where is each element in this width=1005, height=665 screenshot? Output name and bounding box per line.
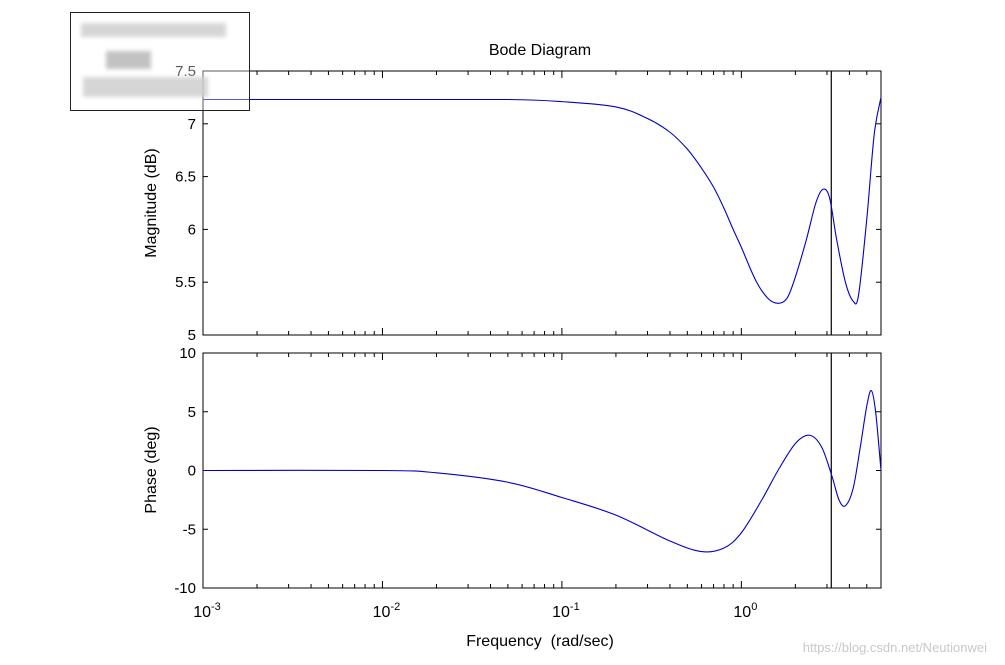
magnitude-series-line	[202, 97, 882, 305]
legend-blurred-content	[83, 77, 208, 97]
phase-panel: -10 -5 0 5 10	[174, 345, 882, 597]
phase-ytick-label: -10	[174, 580, 196, 597]
magnitude-ylabel: Magnitude (dB)	[143, 148, 160, 257]
watermark-text: https://blog.csdn.net/Neutionwei	[802, 640, 987, 655]
phase-ytick-label: 5	[188, 404, 196, 421]
x-tick-label: 100	[733, 601, 757, 621]
legend-blurred-content	[106, 51, 151, 69]
phase-ytick-label: 10	[179, 345, 196, 362]
x-tick-label: 10-2	[373, 601, 401, 621]
magnitude-ytick-label: 6.5	[175, 169, 196, 186]
x-axis-label: Frequency (rad/sec)	[466, 633, 614, 650]
legend-box	[70, 12, 250, 111]
phase-series-line	[202, 390, 882, 553]
phase-ytick-label: -5	[183, 521, 196, 538]
legend-blurred-content	[81, 23, 226, 37]
magnitude-axes-box	[202, 70, 882, 336]
magnitude-ytick-label: 6	[188, 221, 196, 238]
x-tick-labels: 10-3 10-2 10-1 100	[193, 601, 757, 621]
magnitude-ytick-label: 7	[188, 116, 196, 133]
magnitude-ytick-label: 5	[188, 327, 196, 344]
phase-ylabel: Phase (deg)	[143, 426, 160, 513]
magnitude-ytick-label: 5.5	[175, 274, 196, 291]
x-tick-label: 10-1	[552, 601, 580, 621]
phase-ytick-label: 0	[188, 463, 196, 480]
magnitude-ytick-label: 7.5	[175, 63, 196, 80]
magnitude-panel: 5 5.5 6 6.5 7 7.5	[175, 63, 882, 344]
x-tick-label: 10-3	[193, 601, 221, 621]
chart-title: Bode Diagram	[489, 42, 591, 59]
